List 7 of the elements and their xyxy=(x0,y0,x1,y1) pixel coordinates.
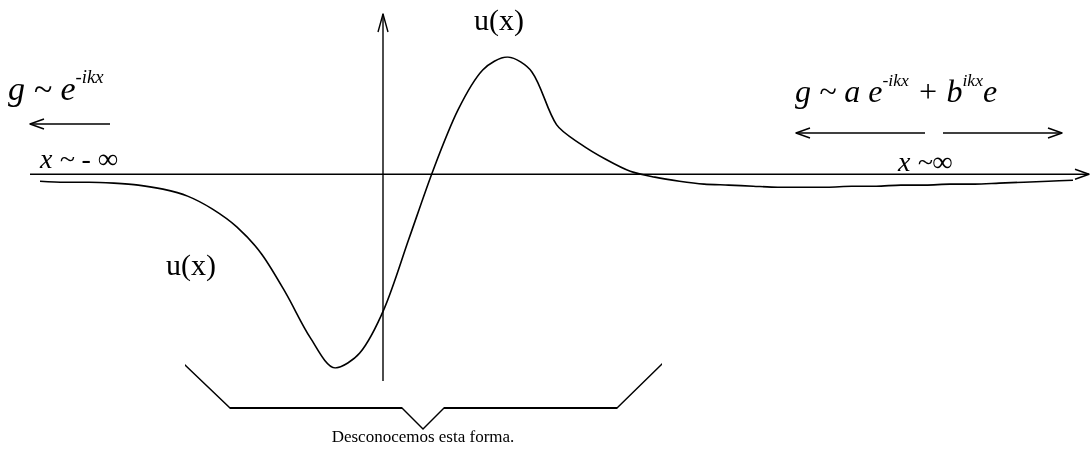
annotation: x ~∞ xyxy=(898,146,953,177)
annotation: g ~ a e$^{-ikx}$ + b$^{ikx}$e xyxy=(795,70,998,109)
text: u(x) xyxy=(474,3,524,36)
text: Desconocemos esta forma. xyxy=(331,427,515,446)
annotation: x ~ - ∞ xyxy=(40,143,118,174)
annotation: u(x) xyxy=(166,248,216,281)
annotation: g ~ e$^{-ikx}$ xyxy=(8,66,104,107)
